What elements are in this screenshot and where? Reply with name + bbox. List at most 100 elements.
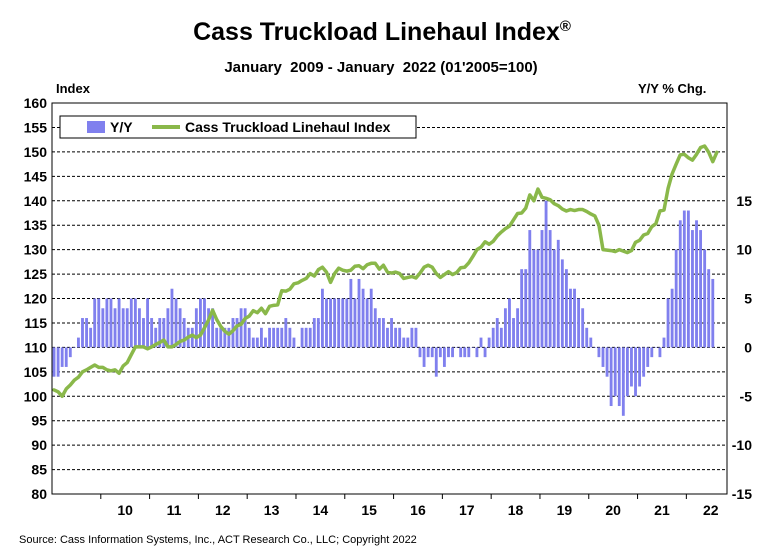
yoy-bar [365, 298, 369, 348]
yoy-bar [609, 347, 613, 407]
yoy-bar [345, 298, 349, 348]
yoy-bar [329, 298, 332, 348]
yoy-bar [475, 347, 479, 358]
yoy-bar [560, 259, 564, 348]
linehaul-index-line-layer [52, 144, 719, 398]
yoy-bar [573, 288, 576, 348]
yoy-bar [495, 318, 499, 348]
yoy-bar [666, 298, 670, 348]
legend-box [59, 115, 417, 139]
yoy-bar [532, 249, 536, 348]
x-tick-label-18: 18 [508, 502, 524, 518]
yoy-bar [341, 298, 345, 348]
yoy-bar [524, 269, 528, 348]
yoy-bar [410, 327, 414, 348]
x-tick-label-13: 13 [264, 502, 280, 518]
yoy-bar [142, 318, 145, 348]
yoy-bar [650, 347, 654, 358]
yoy-bar [247, 327, 251, 348]
yoy-bar [438, 347, 442, 358]
yoy-bar [280, 327, 284, 348]
left-tick-label-120: 120 [24, 291, 48, 307]
yoy-bar [89, 327, 93, 348]
yoy-bar [320, 288, 324, 348]
right-axis-title: Y/Y % Chg. [638, 81, 706, 96]
yoy-bar [369, 288, 373, 348]
x-tick-label-22: 22 [703, 502, 719, 518]
yoy-bar [52, 347, 56, 377]
yoy-bar [296, 347, 300, 348]
yoy-bar [243, 308, 247, 348]
yoy-bar [182, 318, 186, 348]
yoy-bar [129, 298, 133, 348]
yoy-bar [81, 318, 84, 348]
left-tick-label-160: 160 [24, 95, 48, 111]
left-tick-label-115: 115 [24, 315, 47, 331]
right-tick-label--5: -5 [740, 388, 753, 404]
left-tick-label-140: 140 [24, 193, 48, 209]
yoy-bar [585, 327, 589, 348]
yoy-bar [166, 308, 170, 348]
left-tick-label-90: 90 [31, 437, 47, 453]
yoy-bar [109, 298, 113, 348]
x-tick-label-21: 21 [654, 502, 670, 518]
x-tick-label-11: 11 [167, 502, 182, 518]
yoy-bar [377, 318, 381, 348]
yoy-bar [625, 347, 629, 397]
yoy-bar [337, 298, 341, 348]
left-tick-label-125: 125 [24, 266, 48, 282]
yoy-bar [621, 347, 625, 416]
yoy-bar [516, 308, 520, 348]
yoy-bar [64, 347, 68, 367]
yoy-bar [564, 269, 568, 348]
source-note: Source: Cass Information Systems, Inc., … [19, 534, 417, 546]
yoy-bar [451, 347, 454, 358]
yoy-bar [662, 337, 666, 348]
yoy-bar [654, 347, 658, 348]
yoy-bar [520, 269, 524, 348]
yoy-bar [467, 347, 471, 358]
yoy-bar [463, 347, 467, 358]
yoy-bar [418, 347, 422, 358]
yoy-bar [634, 347, 637, 397]
yoy-bar [150, 318, 154, 348]
yoy-bar [699, 230, 703, 348]
right-tick-label--10: -10 [732, 437, 752, 453]
yoy-bar [682, 210, 686, 348]
yoy-bar [593, 347, 597, 348]
yoy-bar [215, 327, 219, 348]
yoy-bar [239, 308, 243, 348]
yoy-bar [207, 308, 210, 348]
right-axis-ticks: -15 -10 -5 0 5 10 15 [732, 193, 752, 502]
yoy-bar [105, 298, 109, 348]
yoy-bar [300, 327, 304, 348]
yoy-bar [711, 278, 715, 348]
yoy-bar [125, 308, 129, 348]
yoy-bar [361, 288, 365, 348]
yoy-bar [199, 298, 202, 348]
chart-subtitle: January 2009 - January 2022 (01'2005=100… [224, 59, 537, 76]
yoy-bar [483, 347, 487, 358]
yoy-bar [235, 318, 239, 348]
yoy-bar [508, 298, 511, 348]
yoy-bar [601, 347, 605, 367]
yoy-bar [459, 347, 463, 358]
yoy-bar [430, 347, 434, 358]
yoy-bars [52, 200, 715, 416]
yoy-bar [158, 318, 162, 348]
x-tick-label-15: 15 [361, 502, 377, 518]
yoy-bar [97, 298, 101, 348]
x-tick-label-14: 14 [313, 502, 329, 518]
yoy-bar [402, 337, 406, 348]
yoy-bar [638, 347, 642, 387]
yoy-bar [455, 347, 459, 348]
yoy-bar [434, 347, 438, 377]
x-tick-label-17: 17 [459, 502, 475, 518]
left-tick-label-85: 85 [31, 462, 47, 478]
right-tick-label-10: 10 [736, 242, 752, 258]
yoy-bar [56, 347, 60, 377]
chart-title-main: Cass Truckload Linehaul Index [193, 18, 560, 46]
yoy-bar [292, 337, 296, 348]
yoy-bar [93, 298, 97, 348]
yoy-bar [154, 327, 158, 348]
